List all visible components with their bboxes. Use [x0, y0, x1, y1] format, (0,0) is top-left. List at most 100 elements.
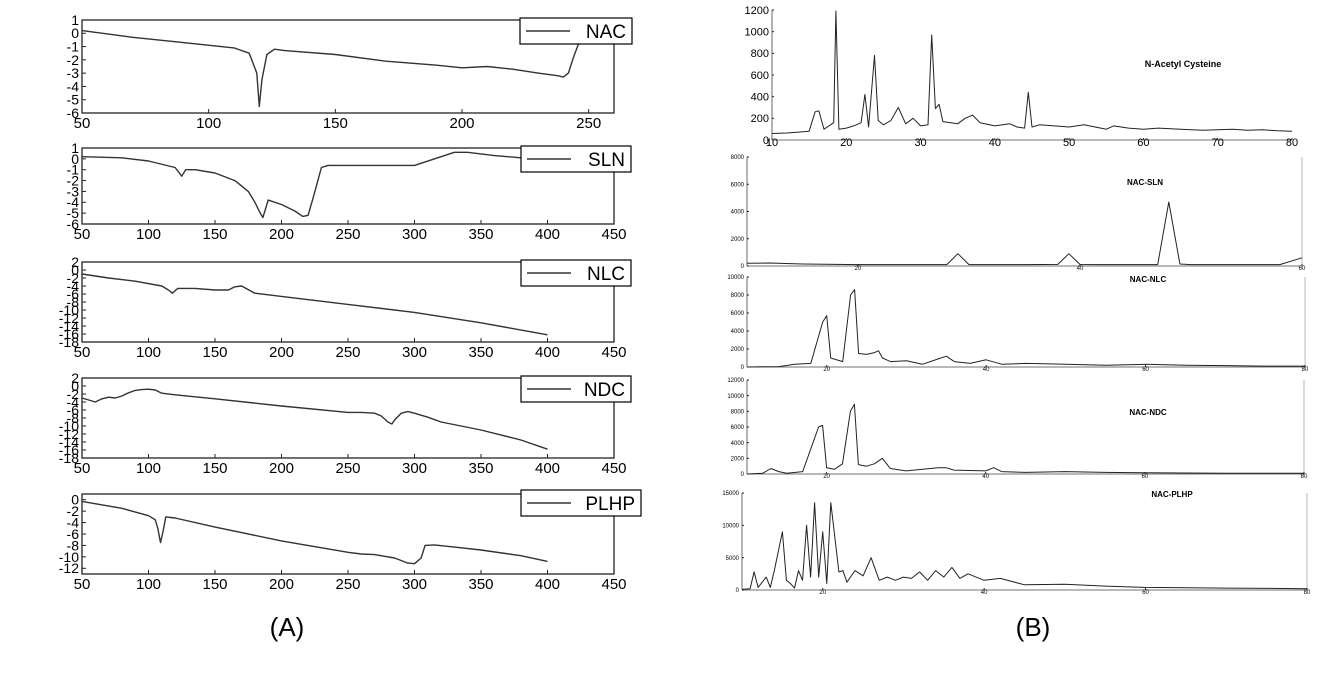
xrd-nac-sln-y-tick-label: 2000: [731, 237, 745, 243]
xrd-nac-sln-x-tick-label: 60: [1299, 266, 1306, 272]
dsc-sln-y-tick-label: -1: [67, 162, 80, 178]
dsc-nac-plot-frame: [81, 19, 615, 114]
dsc-nac-series-line: [81, 29, 594, 108]
dsc-sln-y-tick-label: -5: [67, 205, 80, 221]
dsc-ndc-x-tick-label: 150: [202, 460, 227, 477]
xrd-nac-ndc-series-line: [746, 403, 1304, 475]
dsc-nlc-y-tick-label: -16: [59, 326, 79, 342]
dsc-nlc-y-tick-label: 2: [71, 254, 79, 270]
xrd-nac-sln-series-line: [746, 201, 1303, 266]
dsc-sln-x-tick-label: 450: [601, 226, 626, 243]
dsc-nac-x-tick-label: 250: [576, 115, 601, 132]
xrd-nac-x-tick-label: 40: [989, 137, 1001, 149]
dsc-ndc-x-tick-label: 100: [136, 460, 161, 477]
xrd-nac-nlc-x-tick-label: 60: [1142, 367, 1149, 373]
xrd-nac-ndc-y-tick-label: 2000: [731, 456, 745, 462]
xrd-nac-plhp-x-tick-label: 40: [981, 590, 988, 596]
xrd-nac-sln-y-tick-label: 4000: [731, 210, 745, 216]
dsc-ndc-y-tick-label: -18: [59, 450, 79, 466]
dsc-nlc-y-tick-label: -8: [67, 294, 80, 310]
panel-b-xrd: 10 20 30 40 50 60 70 80020040060080010001200N-A…: [722, 5, 1311, 596]
dsc-sln-series-line: [81, 151, 548, 219]
dsc-ndc-x-tick-label: 200: [269, 460, 294, 477]
dsc-ndc-y-tick-label: -16: [59, 442, 79, 458]
dsc-sln-chart: 50 100 150 200 250 300 350 400 450 10-1-2-3-4-5-6…: [67, 140, 632, 243]
dsc-sln-x-tick-label: 350: [468, 226, 493, 243]
xrd-nac-y-tick-label: 600: [751, 70, 769, 82]
dsc-ndc-y-tick-label: -8: [67, 410, 80, 426]
xrd-nac-plhp-title: NAC-PLHP: [1151, 490, 1193, 499]
xrd-nac-nlc-x-tick-label: 20: [823, 367, 830, 373]
xrd-nac-sln-x-tick-label: 40: [1077, 266, 1084, 272]
dsc-nac-y-tick-label: 0: [71, 25, 79, 41]
dsc-plhp-y-tick-label: 0: [71, 492, 79, 508]
xrd-nac-sln-title: NAC-SLN: [1127, 178, 1163, 187]
xrd-nac-ndc-y-tick-label: 4000: [731, 441, 745, 447]
dsc-ndc-x-tick-label: 400: [535, 460, 560, 477]
dsc-plhp-x-tick-label: 450: [601, 576, 626, 593]
dsc-ndc-y-tick-label: -10: [59, 418, 79, 434]
dsc-nac-y-tick-label: -5: [67, 92, 80, 108]
dsc-plhp-y-tick-label: -4: [67, 514, 80, 530]
xrd-nac-ndc-x-tick-label: 60: [1142, 474, 1149, 480]
dsc-plhp-series-line: [81, 500, 548, 565]
dsc-sln-x-tick-label: 300: [402, 226, 427, 243]
dsc-sln-x-tick-label: 100: [136, 226, 161, 243]
dsc-nlc-y-tick-label: 0: [71, 262, 79, 278]
xrd-nac-x-tick-label: 60: [1137, 137, 1149, 149]
xrd-nac-sln-chart: 20 40 60 0 2000 4000 6000 8000 NAC-SLN: [731, 155, 1306, 272]
xrd-nac-plhp-y-tick-label: 10000: [722, 523, 739, 529]
dsc-ndc-series-line: [81, 388, 548, 450]
xrd-nac-nlc-y-tick-label: 2000: [731, 347, 745, 353]
xrd-nac-nlc-series-line: [746, 289, 1305, 368]
xrd-nac-x-tick-label: 30: [914, 137, 926, 149]
xrd-nac-ndc-x-tick-label: 80: [1301, 474, 1308, 480]
dsc-ndc-y-tick-label: -2: [67, 386, 80, 402]
xrd-nac-nlc-y-tick-label: 8000: [731, 293, 745, 299]
dsc-nac-y-tick-label: 1: [71, 12, 79, 28]
xrd-nac-x-tick-label: 20: [840, 137, 852, 149]
dsc-sln-x-tick-label: 250: [335, 226, 360, 243]
dsc-ndc-legend-label: NDC: [584, 380, 625, 401]
panel-label-a: (A): [270, 612, 305, 642]
xrd-nac-x-tick-label: 50: [1063, 137, 1075, 149]
dsc-nlc-y-tick-label: -12: [59, 310, 79, 326]
dsc-plhp-x-tick-label: 200: [269, 576, 294, 593]
dsc-ndc-x-tick-label: 450: [601, 460, 626, 477]
dsc-ndc-x-tick-label: 300: [402, 460, 427, 477]
dsc-sln-x-tick-label: 400: [535, 226, 560, 243]
dsc-plhp-x-tick-label: 250: [335, 576, 360, 593]
dsc-ndc-x-tick-label: 250: [335, 460, 360, 477]
xrd-nac-plhp-y-tick-label: 15000: [722, 491, 739, 497]
xrd-nac-sln-x-tick-label: 20: [855, 266, 862, 272]
xrd-nac-y-tick-label: 400: [751, 92, 769, 104]
xrd-nac-y-tick-label: 1000: [745, 27, 769, 39]
dsc-ndc-y-tick-label: 2: [71, 370, 79, 386]
dsc-plhp-y-tick-label: -8: [67, 537, 80, 553]
dsc-plhp-x-tick-label: 350: [468, 576, 493, 593]
xrd-nac-nlc-y-tick-label: 0: [741, 365, 745, 371]
dsc-nlc-x-tick-label: 200: [269, 344, 294, 361]
xrd-nac-plhp-series-line: [741, 502, 1308, 590]
xrd-nac-ndc-chart: 20 40 60 80 0 2000 4000 6000 8000 10000 12000 NAC-N…: [727, 378, 1308, 480]
xrd-nac-sln-y-tick-label: 8000: [731, 155, 745, 161]
dsc-ndc-chart: 50 100 150 200 250 300 350 400 45020-2-4-6-8-10-…: [59, 370, 632, 477]
dsc-nac-chart: 50 100 150 200 250 10-1-2-3-4-5-6 NAC: [67, 12, 633, 132]
panel-label-b: (B): [1016, 612, 1051, 642]
xrd-nac-nlc-x-tick-label: 40: [983, 367, 990, 373]
dsc-nlc-y-tick-label: -2: [67, 270, 80, 286]
dsc-nac-x-tick-label: 150: [323, 115, 348, 132]
dsc-sln-x-tick-label: 200: [269, 226, 294, 243]
xrd-nac-sln-y-tick-label: 6000: [731, 182, 745, 188]
dsc-sln-y-tick-label: -3: [67, 183, 80, 199]
dsc-sln-x-tick-label: 50: [74, 226, 91, 243]
dsc-nlc-y-tick-label: -6: [67, 286, 80, 302]
dsc-nac-y-tick-label: -1: [67, 38, 80, 54]
dsc-plhp-y-tick-label: -10: [59, 549, 79, 565]
xrd-nac-series-line: [771, 10, 1293, 134]
xrd-nac-ndc-x-tick-label: 40: [982, 474, 989, 480]
dsc-nlc-chart: 50 100 150 200 250 300 350 400 45020-2-4-6-8-10-…: [59, 254, 632, 361]
dsc-nlc-x-tick-label: 100: [136, 344, 161, 361]
dsc-nlc-series-line: [81, 273, 548, 336]
dsc-plhp-x-tick-label: 150: [202, 576, 227, 593]
